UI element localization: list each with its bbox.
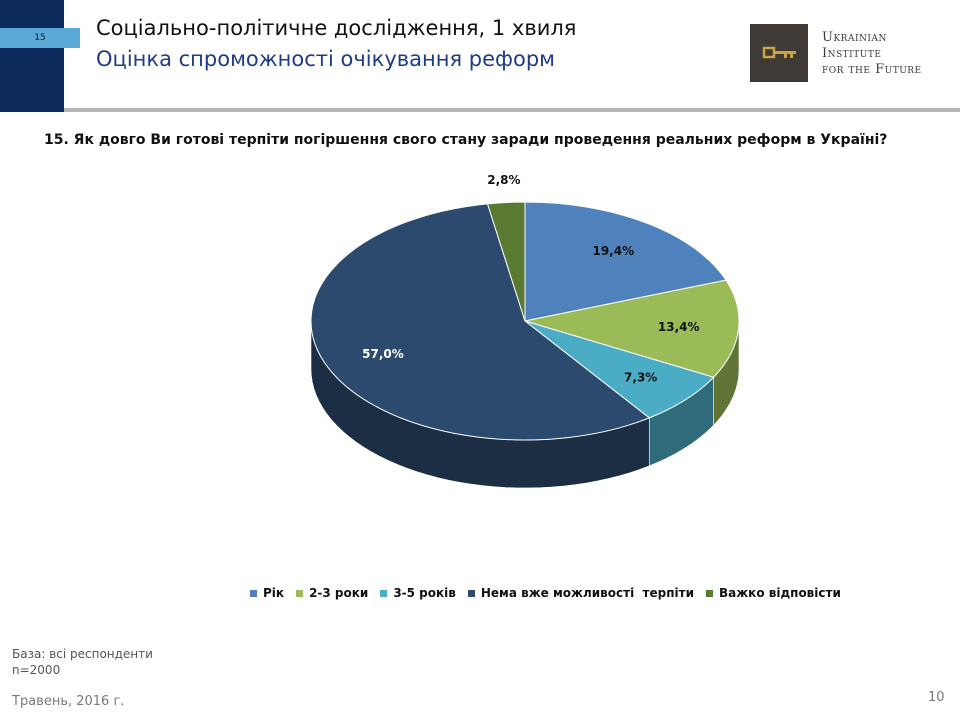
sample-size-note: n=2000 — [12, 663, 61, 677]
key-icon — [762, 46, 796, 59]
data-labels: 19,4% 13,4% 7,3% 57,0% 2,8% — [362, 173, 699, 384]
question-text: 15. Як довго Ви готові терпіти погіршенн… — [44, 132, 888, 148]
legend-item-3: 3-5 років — [380, 586, 456, 600]
left-accent-bar — [0, 0, 64, 112]
pie-slices — [310, 201, 740, 441]
pie-slice-2 — [524, 279, 740, 378]
logo — [750, 24, 808, 82]
data-label-4: 57,0% — [362, 347, 404, 361]
header-divider — [64, 108, 960, 112]
legend-swatch — [467, 589, 475, 597]
legend-label: Рік — [263, 586, 285, 600]
pie-slice-4 — [310, 203, 651, 441]
legend-item-5: Важко відповісти — [706, 586, 841, 600]
chart-legend: Рік 2-3 роки 3-5 років Нема вже можливості … — [250, 586, 841, 600]
legend-label: Важко відповісти — [719, 586, 841, 600]
legend-swatch — [706, 589, 713, 597]
logo-wordmark: Ukrainian Institute for the Future — [822, 30, 922, 78]
data-label-2: 13,4% — [658, 320, 700, 334]
page-number: 10 — [928, 690, 945, 705]
legend-label: 2-3 роки — [309, 586, 369, 600]
legend-item-1: Рік — [250, 586, 284, 600]
legend-label: Нема вже можливості терпіти — [480, 586, 694, 600]
legend-item-2: 2-3 роки — [296, 586, 368, 600]
logo-line-3: for the Future — [822, 62, 922, 77]
logo-line-2: Institute — [822, 46, 882, 61]
data-label-3: 7,3% — [624, 371, 657, 385]
base-note: База: всі респонденти — [12, 647, 153, 661]
data-label-1: 19,4% — [592, 244, 634, 258]
pie-slice-3 — [524, 320, 715, 419]
page-subtitle: Оцінка спроможності очікування реформ — [96, 47, 555, 71]
legend-label: 3-5 років — [393, 586, 456, 600]
pie-slice-5 — [486, 201, 526, 322]
legend-swatch — [296, 589, 304, 597]
date-note: Травень, 2016 г. — [12, 694, 125, 709]
legend-swatch — [250, 589, 257, 597]
legend-swatch — [380, 589, 388, 597]
logo-line-1: Ukrainian — [822, 30, 887, 45]
page-title: Соціально-політичне дослідження, 1 хвиля — [96, 16, 577, 40]
data-label-5: 2,8% — [487, 173, 520, 187]
pie-slice-1 — [524, 201, 727, 322]
legend-item-4: Нема вже можливості терпіти — [467, 586, 694, 600]
slide-number-badge: 15 — [0, 28, 80, 48]
